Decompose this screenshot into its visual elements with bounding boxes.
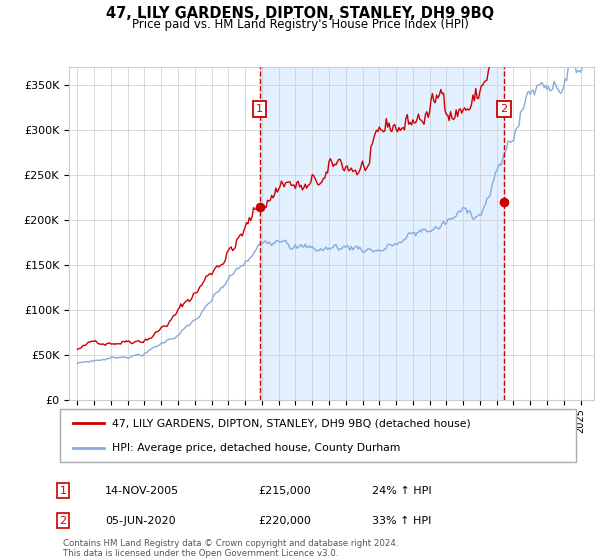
Text: 24% ↑ HPI: 24% ↑ HPI xyxy=(372,486,431,496)
Text: Contains HM Land Registry data © Crown copyright and database right 2024.
This d: Contains HM Land Registry data © Crown c… xyxy=(63,539,398,558)
Text: 47, LILY GARDENS, DIPTON, STANLEY, DH9 9BQ (detached house): 47, LILY GARDENS, DIPTON, STANLEY, DH9 9… xyxy=(112,418,470,428)
Text: 05-JUN-2020: 05-JUN-2020 xyxy=(105,516,176,526)
Text: 33% ↑ HPI: 33% ↑ HPI xyxy=(372,516,431,526)
FancyBboxPatch shape xyxy=(60,409,576,462)
Text: 2: 2 xyxy=(500,104,508,114)
Text: 47, LILY GARDENS, DIPTON, STANLEY, DH9 9BQ: 47, LILY GARDENS, DIPTON, STANLEY, DH9 9… xyxy=(106,6,494,21)
Text: 1: 1 xyxy=(59,486,67,496)
Text: 2: 2 xyxy=(59,516,67,526)
Text: 14-NOV-2005: 14-NOV-2005 xyxy=(105,486,179,496)
Bar xyxy=(260,67,504,400)
Text: £220,000: £220,000 xyxy=(258,516,311,526)
Text: Price paid vs. HM Land Registry's House Price Index (HPI): Price paid vs. HM Land Registry's House … xyxy=(131,18,469,31)
Text: 1: 1 xyxy=(256,104,263,114)
Text: £215,000: £215,000 xyxy=(258,486,311,496)
Text: HPI: Average price, detached house, County Durham: HPI: Average price, detached house, Coun… xyxy=(112,442,400,452)
